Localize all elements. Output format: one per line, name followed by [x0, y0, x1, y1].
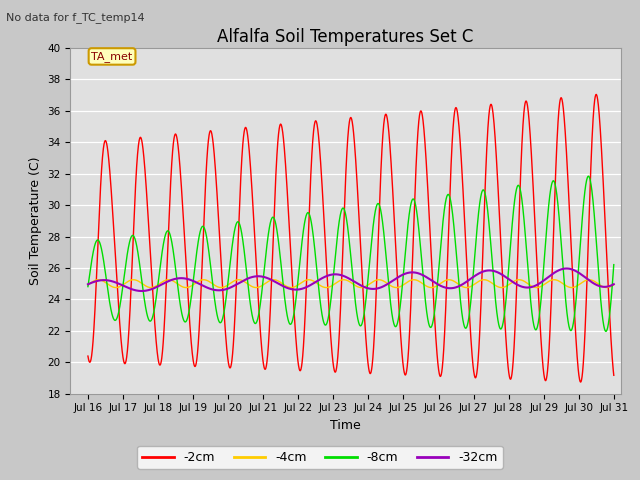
X-axis label: Time: Time — [330, 419, 361, 432]
Text: No data for f_TC_temp14: No data for f_TC_temp14 — [6, 12, 145, 23]
Text: TA_met: TA_met — [92, 51, 132, 62]
Title: Alfalfa Soil Temperatures Set C: Alfalfa Soil Temperatures Set C — [218, 28, 474, 47]
Legend: -2cm, -4cm, -8cm, -32cm: -2cm, -4cm, -8cm, -32cm — [138, 446, 502, 469]
Y-axis label: Soil Temperature (C): Soil Temperature (C) — [29, 156, 42, 285]
